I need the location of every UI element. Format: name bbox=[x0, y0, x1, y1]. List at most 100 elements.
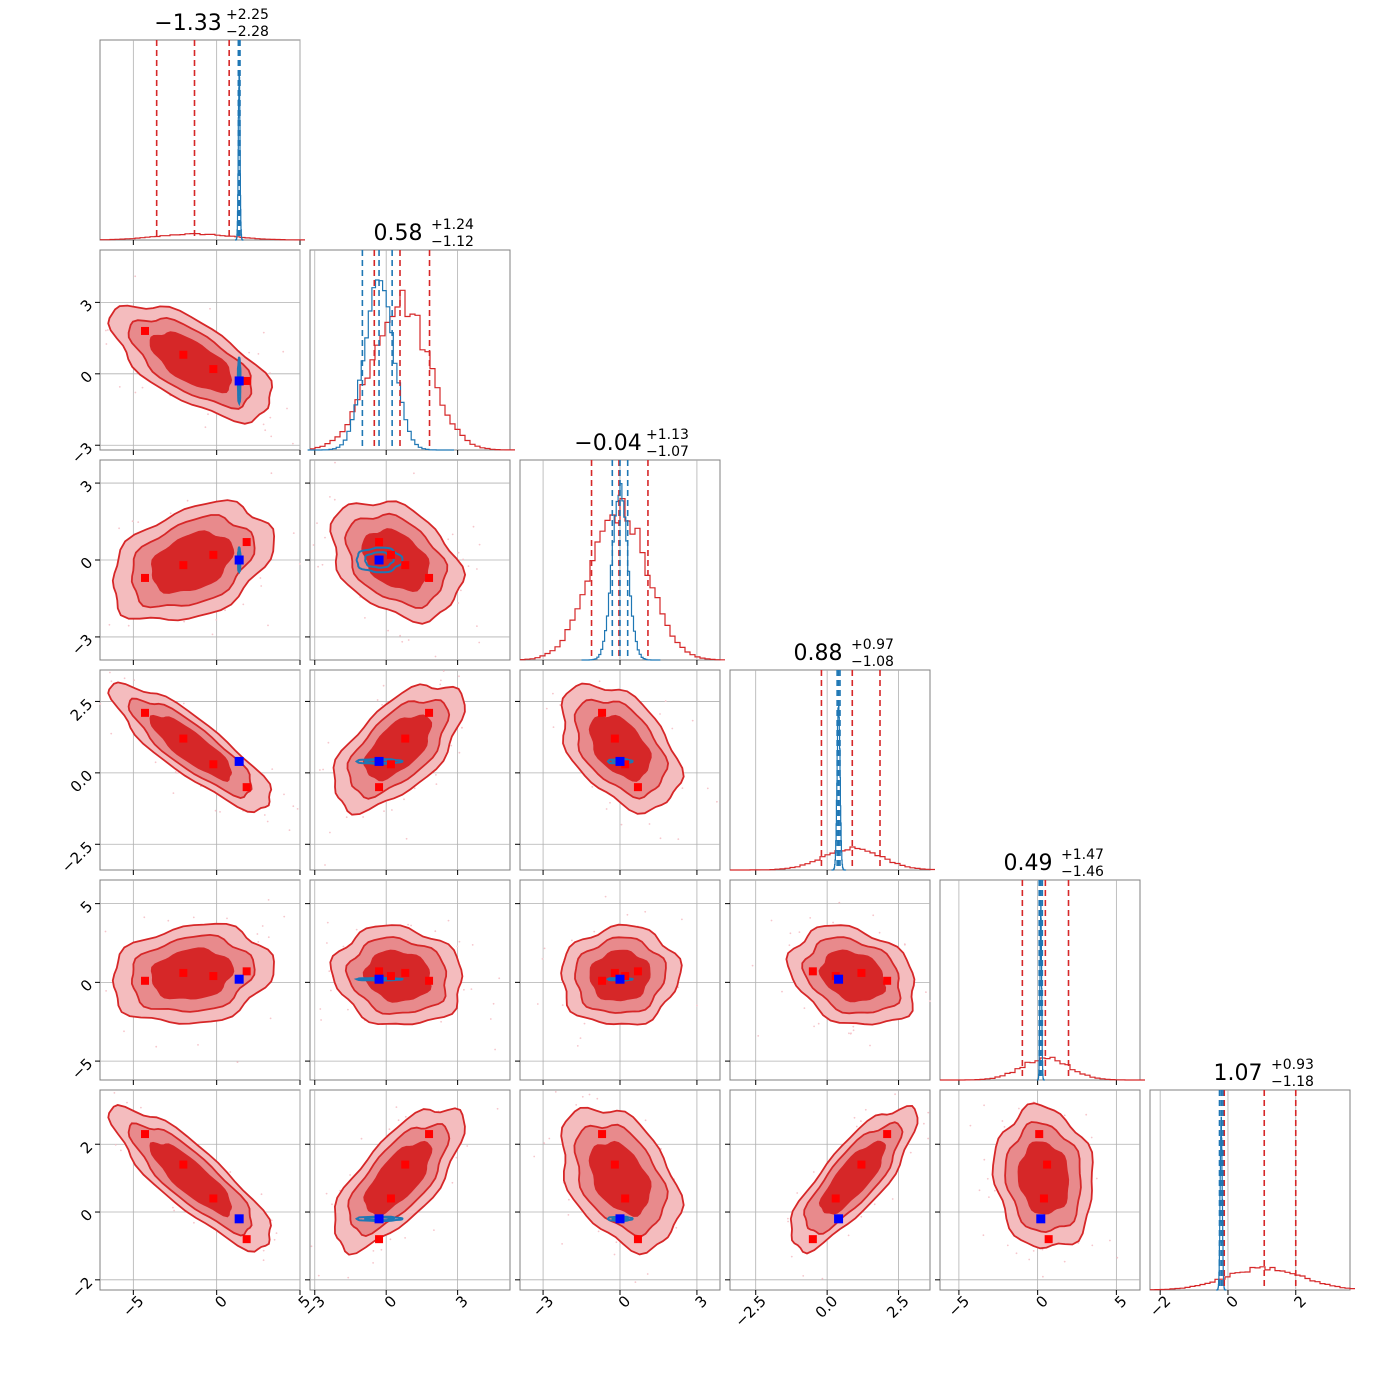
scatter-point bbox=[790, 1255, 793, 1258]
panel-5-0 bbox=[95, 1089, 301, 1295]
scatter-point bbox=[118, 527, 120, 530]
scatter-point bbox=[264, 429, 267, 432]
panel-3-2 bbox=[515, 669, 721, 875]
panel-frame bbox=[729, 669, 931, 871]
scatter-point bbox=[183, 620, 186, 623]
scatter-point bbox=[568, 1198, 570, 1201]
scatter-point bbox=[120, 1149, 122, 1152]
panel-3-1 bbox=[305, 669, 511, 875]
scatter-point bbox=[288, 829, 291, 831]
scatter-point bbox=[1032, 1250, 1035, 1252]
scatter-point bbox=[646, 1273, 649, 1275]
scatter-point bbox=[262, 423, 265, 426]
title-lower: −1.07 bbox=[646, 444, 689, 460]
scatter-point bbox=[458, 675, 460, 678]
scatter-point bbox=[404, 1237, 406, 1239]
scatter-point bbox=[134, 391, 137, 394]
scatter-point bbox=[925, 991, 927, 993]
scatter-point bbox=[331, 1203, 333, 1206]
marker-red bbox=[401, 1160, 410, 1169]
marker-red bbox=[610, 734, 619, 743]
contour-red-2 bbox=[362, 949, 432, 1003]
scatter-point bbox=[118, 386, 121, 388]
panel-5-1 bbox=[305, 1089, 511, 1295]
scatter-point bbox=[660, 1148, 662, 1150]
scatter-point bbox=[451, 533, 454, 536]
contour-group bbox=[111, 499, 276, 622]
tick-label-x: 0 bbox=[615, 1292, 634, 1311]
scatter-point bbox=[451, 1181, 454, 1184]
scatter-point bbox=[110, 680, 113, 683]
marker-red bbox=[141, 976, 149, 985]
marker-blue bbox=[234, 376, 244, 386]
marker-red bbox=[1035, 1130, 1044, 1139]
scatter-point bbox=[812, 1171, 815, 1173]
marker-red bbox=[209, 550, 218, 559]
tick-label-y: −5 bbox=[68, 1055, 96, 1083]
scatter-point bbox=[113, 1092, 116, 1094]
scatter-point bbox=[489, 1018, 492, 1020]
panel-4-2 bbox=[515, 879, 721, 1085]
scatter-point bbox=[197, 1044, 199, 1046]
tick-label-x: 2 bbox=[1290, 1292, 1309, 1311]
scatter-point bbox=[267, 936, 270, 939]
scatter-point bbox=[270, 435, 273, 438]
contour-group bbox=[333, 1107, 466, 1256]
scatter-point bbox=[260, 1193, 263, 1196]
scatter-point bbox=[320, 1019, 322, 1021]
scatter-point bbox=[1116, 1256, 1119, 1259]
scatter-point bbox=[620, 823, 623, 826]
contour-blue-0 bbox=[606, 1215, 634, 1222]
marker-blue bbox=[615, 1214, 625, 1224]
contour-red-2 bbox=[150, 947, 235, 1000]
scatter-point bbox=[1063, 1114, 1066, 1117]
marker-red bbox=[242, 1235, 251, 1244]
tick-label-x: −2 bbox=[1146, 1292, 1174, 1320]
scatter-point bbox=[447, 538, 450, 541]
scatter-point bbox=[1006, 1244, 1009, 1247]
tick-label-x: −3 bbox=[529, 1292, 557, 1320]
contour-red-2 bbox=[149, 331, 233, 394]
marker-blue bbox=[374, 756, 384, 766]
scatter-point bbox=[644, 910, 647, 913]
scatter-point bbox=[1042, 1275, 1044, 1278]
scatter-point bbox=[403, 798, 405, 801]
scatter-point bbox=[395, 1106, 398, 1108]
marker-red bbox=[621, 1194, 630, 1203]
tick-label-y: 2 bbox=[77, 1138, 96, 1157]
contour-group bbox=[107, 304, 274, 425]
scatter-point bbox=[855, 1125, 858, 1128]
scatter-point bbox=[561, 1243, 563, 1245]
marker-red bbox=[401, 968, 410, 977]
scatter-point bbox=[1090, 1136, 1093, 1139]
scatter-point bbox=[137, 521, 140, 523]
scatter-point bbox=[260, 585, 263, 587]
scatter-point bbox=[923, 1122, 925, 1125]
contour-blue-1 bbox=[364, 551, 395, 569]
marker-blue bbox=[615, 974, 625, 984]
tick-label-x: −2.5 bbox=[731, 1292, 769, 1330]
panel-frame bbox=[309, 249, 511, 451]
scatter-point bbox=[114, 1144, 117, 1146]
panel-5-2 bbox=[515, 1089, 721, 1295]
contour-group bbox=[329, 924, 464, 1026]
tick-label-y: −3 bbox=[68, 631, 96, 659]
scatter-point bbox=[440, 1020, 442, 1023]
marker-red bbox=[209, 972, 218, 981]
scatter-point bbox=[470, 988, 473, 990]
panel-title: 1.07 bbox=[1214, 1061, 1263, 1086]
tick-label-y: −2 bbox=[68, 1273, 96, 1301]
marker-blue bbox=[834, 1214, 844, 1224]
title-upper: +0.93 bbox=[1271, 1057, 1314, 1073]
scatter-point bbox=[286, 407, 288, 410]
scatter-point bbox=[579, 1037, 582, 1039]
scatter-point bbox=[186, 499, 189, 502]
scatter-point bbox=[472, 525, 475, 528]
marker-red bbox=[141, 708, 149, 717]
scatter-point bbox=[211, 633, 214, 636]
scatter-point bbox=[267, 899, 270, 901]
title-lower: −1.08 bbox=[851, 654, 894, 670]
scatter-point bbox=[326, 942, 328, 944]
scatter-point bbox=[1001, 1120, 1004, 1122]
marker-blue bbox=[234, 1214, 244, 1224]
